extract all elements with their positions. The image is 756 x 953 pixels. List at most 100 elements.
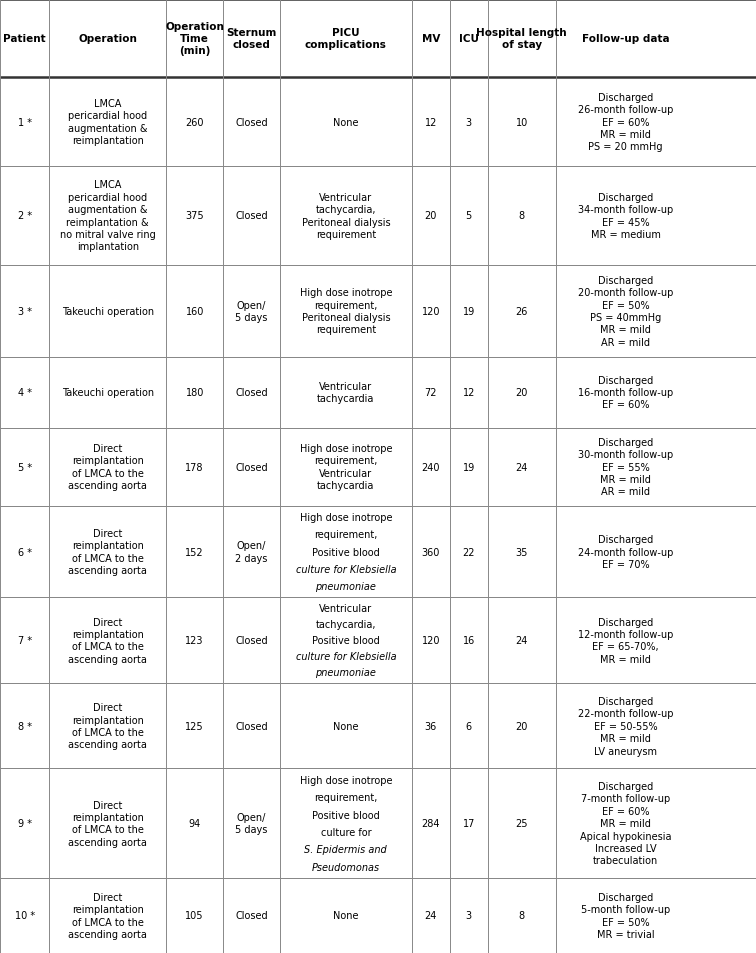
Text: Closed: Closed — [235, 636, 268, 645]
Text: Ventricular
tachycardia: Ventricular tachycardia — [318, 381, 374, 404]
Text: Positive blood: Positive blood — [312, 547, 380, 557]
Text: 125: 125 — [185, 721, 204, 731]
Text: Open/
5 days: Open/ 5 days — [235, 300, 268, 323]
Text: 24: 24 — [425, 910, 437, 921]
Text: 120: 120 — [422, 636, 440, 645]
Text: 24: 24 — [516, 636, 528, 645]
Text: Closed: Closed — [235, 721, 268, 731]
Text: culture for: culture for — [321, 827, 371, 837]
Text: pneumoniae: pneumoniae — [315, 581, 376, 592]
Text: 120: 120 — [422, 307, 440, 316]
Text: LMCA
pericardial hood
augmentation &
reimplantation: LMCA pericardial hood augmentation & rei… — [68, 99, 147, 146]
Text: 8: 8 — [519, 212, 525, 221]
Text: Discharged
24-month follow-up
EF = 70%: Discharged 24-month follow-up EF = 70% — [578, 535, 674, 569]
Text: Operation
Time
(min): Operation Time (min) — [166, 22, 224, 56]
Text: ICU: ICU — [459, 34, 479, 44]
Text: 360: 360 — [422, 547, 440, 557]
Text: 22: 22 — [463, 547, 475, 557]
Text: 6 *: 6 * — [17, 547, 32, 557]
Text: 152: 152 — [185, 547, 204, 557]
Text: pneumoniae: pneumoniae — [315, 668, 376, 678]
Text: 20: 20 — [425, 212, 437, 221]
Text: 16: 16 — [463, 636, 475, 645]
Text: Direct
reimplantation
of LMCA to the
ascending aorta: Direct reimplantation of LMCA to the asc… — [68, 892, 147, 939]
Text: Operation: Operation — [79, 34, 137, 44]
Text: Closed: Closed — [235, 388, 268, 397]
Text: requirement,: requirement, — [314, 530, 377, 539]
Text: None: None — [333, 910, 358, 921]
Text: LMCA
pericardial hood
augmentation &
reimplantation &
no mitral valve ring
impla: LMCA pericardial hood augmentation & rei… — [60, 180, 156, 253]
Text: 19: 19 — [463, 462, 475, 472]
Text: Discharged
5-month follow-up
EF = 50%
MR = trivial: Discharged 5-month follow-up EF = 50% MR… — [581, 892, 671, 939]
Text: Ventricular
tachycardia,
Peritoneal dialysis
requirement: Ventricular tachycardia, Peritoneal dial… — [302, 193, 390, 240]
Text: Closed: Closed — [235, 910, 268, 921]
Text: 4 *: 4 * — [17, 388, 32, 397]
Text: Open/
5 days: Open/ 5 days — [235, 812, 268, 835]
Text: 178: 178 — [185, 462, 204, 472]
Text: Ventricular: Ventricular — [319, 603, 373, 614]
Text: Positive blood: Positive blood — [312, 810, 380, 820]
Text: 284: 284 — [422, 819, 440, 828]
Text: 180: 180 — [185, 388, 204, 397]
Text: 5 *: 5 * — [17, 462, 32, 472]
Text: Sternum
closed: Sternum closed — [226, 28, 277, 51]
Text: 105: 105 — [185, 910, 204, 921]
Text: culture for Klebsiella: culture for Klebsiella — [296, 652, 396, 661]
Text: 2 *: 2 * — [17, 212, 32, 221]
Text: Direct
reimplantation
of LMCA to the
ascending aorta: Direct reimplantation of LMCA to the asc… — [68, 528, 147, 576]
Text: Discharged
20-month follow-up
EF = 50%
PS = 40mmHg
MR = mild
AR = mild: Discharged 20-month follow-up EF = 50% P… — [578, 275, 674, 348]
Text: Hospital length
of stay: Hospital length of stay — [476, 28, 567, 51]
Text: Open/
2 days: Open/ 2 days — [235, 540, 268, 563]
Text: 123: 123 — [185, 636, 204, 645]
Text: Patient: Patient — [3, 34, 46, 44]
Text: Discharged
34-month follow-up
EF = 45%
MR = medium: Discharged 34-month follow-up EF = 45% M… — [578, 193, 673, 240]
Text: Direct
reimplantation
of LMCA to the
ascending aorta: Direct reimplantation of LMCA to the asc… — [68, 617, 147, 664]
Text: 72: 72 — [425, 388, 437, 397]
Text: High dose inotrope
requirement,
Ventricular
tachycardia: High dose inotrope requirement, Ventricu… — [299, 443, 392, 491]
Text: None: None — [333, 117, 358, 128]
Text: 35: 35 — [516, 547, 528, 557]
Text: Discharged
7-month follow-up
EF = 60%
MR = mild
Apical hypokinesia
Increased LV
: Discharged 7-month follow-up EF = 60% MR… — [580, 781, 671, 865]
Text: Takeuchi operation: Takeuchi operation — [62, 307, 153, 316]
Text: 3: 3 — [466, 117, 472, 128]
Text: 3 *: 3 * — [17, 307, 32, 316]
Text: 260: 260 — [185, 117, 204, 128]
Text: Follow-up data: Follow-up data — [582, 34, 669, 44]
Text: 12: 12 — [425, 117, 437, 128]
Text: 8: 8 — [519, 910, 525, 921]
Text: Discharged
26-month follow-up
EF = 60%
MR = mild
PS = 20 mmHg: Discharged 26-month follow-up EF = 60% M… — [578, 92, 674, 152]
Text: 10 *: 10 * — [14, 910, 35, 921]
Text: 25: 25 — [516, 819, 528, 828]
Text: Pseudomonas: Pseudomonas — [311, 862, 380, 872]
Text: Closed: Closed — [235, 117, 268, 128]
Text: None: None — [333, 721, 358, 731]
Text: 8 *: 8 * — [17, 721, 32, 731]
Text: Takeuchi operation: Takeuchi operation — [62, 388, 153, 397]
Text: 375: 375 — [185, 212, 204, 221]
Text: 36: 36 — [425, 721, 437, 731]
Text: 24: 24 — [516, 462, 528, 472]
Text: Direct
reimplantation
of LMCA to the
ascending aorta: Direct reimplantation of LMCA to the asc… — [68, 800, 147, 847]
Text: 94: 94 — [188, 819, 201, 828]
Text: tachycardia,: tachycardia, — [315, 619, 376, 629]
Text: 9 *: 9 * — [17, 819, 32, 828]
Text: 160: 160 — [185, 307, 204, 316]
Text: Closed: Closed — [235, 212, 268, 221]
Text: Direct
reimplantation
of LMCA to the
ascending aorta: Direct reimplantation of LMCA to the asc… — [68, 702, 147, 749]
Text: Positive blood: Positive blood — [312, 636, 380, 645]
Text: High dose inotrope: High dose inotrope — [299, 775, 392, 785]
Text: 240: 240 — [422, 462, 440, 472]
Text: 1 *: 1 * — [17, 117, 32, 128]
Text: Discharged
16-month follow-up
EF = 60%: Discharged 16-month follow-up EF = 60% — [578, 375, 673, 410]
Text: MV: MV — [422, 34, 440, 44]
Text: PICU
complications: PICU complications — [305, 28, 387, 51]
Text: 3: 3 — [466, 910, 472, 921]
Text: 12: 12 — [463, 388, 475, 397]
Text: 20: 20 — [516, 388, 528, 397]
Text: 19: 19 — [463, 307, 475, 316]
Text: 10: 10 — [516, 117, 528, 128]
Text: High dose inotrope
requirement,
Peritoneal dialysis
requirement: High dose inotrope requirement, Peritone… — [299, 288, 392, 335]
Text: Discharged
30-month follow-up
EF = 55%
MR = mild
AR = mild: Discharged 30-month follow-up EF = 55% M… — [578, 437, 673, 497]
Text: culture for Klebsiella: culture for Klebsiella — [296, 564, 396, 575]
Text: 20: 20 — [516, 721, 528, 731]
